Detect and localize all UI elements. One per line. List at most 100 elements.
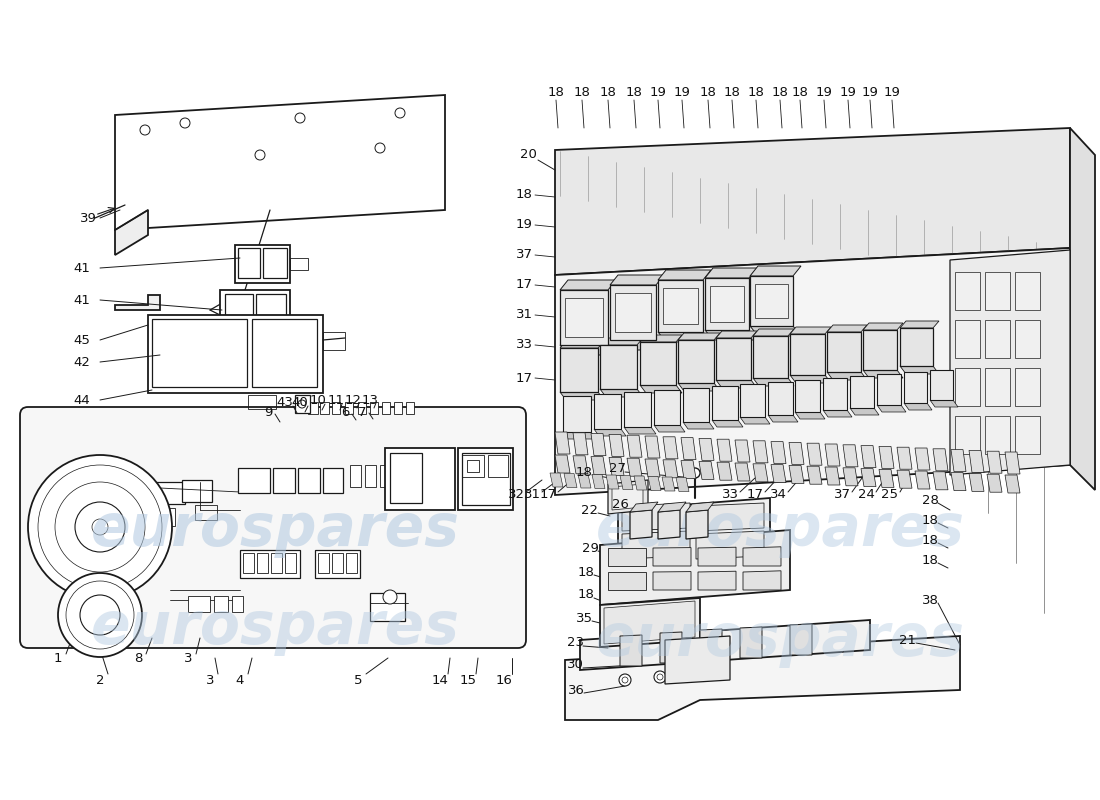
Text: 19: 19 [673,86,691,98]
Circle shape [255,150,265,160]
Text: 18: 18 [578,589,594,602]
Polygon shape [662,477,675,491]
Polygon shape [742,570,781,590]
Polygon shape [621,531,690,559]
Polygon shape [930,400,958,407]
Bar [285,553,296,573]
Bar [308,402,318,414]
Text: 23: 23 [566,637,583,650]
Text: 25: 25 [881,489,899,502]
Polygon shape [790,375,830,383]
Polygon shape [653,571,691,590]
Polygon shape [896,447,912,469]
Bar [710,286,744,322]
Bar [955,368,980,406]
Bar [323,468,343,493]
Polygon shape [705,268,757,278]
Polygon shape [658,502,686,512]
Text: 41: 41 [74,262,90,274]
Polygon shape [754,336,788,378]
Text: 18: 18 [516,189,532,202]
Circle shape [375,143,385,153]
Bar [318,553,329,573]
Bar [226,294,253,326]
Bar [214,596,228,612]
Bar [955,272,980,310]
Polygon shape [896,470,912,488]
Polygon shape [612,484,643,510]
Polygon shape [795,380,820,412]
Bar [358,402,366,414]
Circle shape [621,621,629,629]
Text: eurospares: eurospares [90,599,460,657]
Polygon shape [843,445,858,467]
Bar [365,465,376,487]
Text: 38: 38 [922,594,938,606]
Text: 17: 17 [516,278,532,291]
Text: 28: 28 [922,494,938,506]
Text: 18: 18 [548,86,564,98]
Text: 2: 2 [96,674,104,686]
Polygon shape [666,636,730,684]
Bar [295,395,310,413]
Polygon shape [640,335,682,342]
Polygon shape [556,432,570,454]
Bar [263,248,287,278]
Bar [220,290,290,332]
Bar [1015,272,1040,310]
Polygon shape [654,390,680,425]
Polygon shape [705,278,749,330]
Polygon shape [823,378,847,410]
Polygon shape [580,620,870,670]
Text: 33: 33 [722,489,738,502]
Polygon shape [608,572,646,590]
Text: 18: 18 [600,86,616,98]
Bar [755,284,788,318]
Text: 41: 41 [74,294,90,306]
Bar [458,448,513,510]
Polygon shape [900,321,939,328]
Text: 42: 42 [74,355,90,369]
Bar [615,293,651,332]
Bar [385,448,455,510]
Polygon shape [987,474,1002,492]
Text: 4: 4 [235,674,244,686]
Text: 24: 24 [858,489,874,502]
Polygon shape [620,635,642,666]
Text: 1: 1 [54,651,63,665]
Polygon shape [627,458,642,476]
Polygon shape [592,474,605,489]
Text: 18: 18 [575,466,593,478]
Polygon shape [600,345,637,389]
Bar [565,298,603,337]
Polygon shape [850,376,875,408]
Bar [182,480,212,502]
Polygon shape [790,334,825,375]
Bar [235,245,290,283]
Polygon shape [754,378,794,386]
Text: 12: 12 [344,394,362,406]
Polygon shape [573,433,588,454]
Polygon shape [686,502,714,512]
Polygon shape [825,444,840,466]
Polygon shape [627,435,642,457]
Polygon shape [750,266,801,276]
Circle shape [617,617,632,633]
Polygon shape [564,474,578,487]
Polygon shape [600,530,790,605]
Polygon shape [610,340,664,350]
Polygon shape [556,455,570,473]
Bar [298,468,320,493]
Circle shape [626,651,636,661]
Text: 18: 18 [700,86,716,98]
Text: 18: 18 [922,554,938,566]
Bar [382,402,390,414]
Polygon shape [900,366,939,374]
Bar [152,319,248,387]
Bar [232,596,243,612]
Polygon shape [735,440,750,462]
FancyBboxPatch shape [20,407,526,648]
Polygon shape [560,392,604,400]
Bar [955,416,980,454]
Text: 18: 18 [922,534,938,546]
